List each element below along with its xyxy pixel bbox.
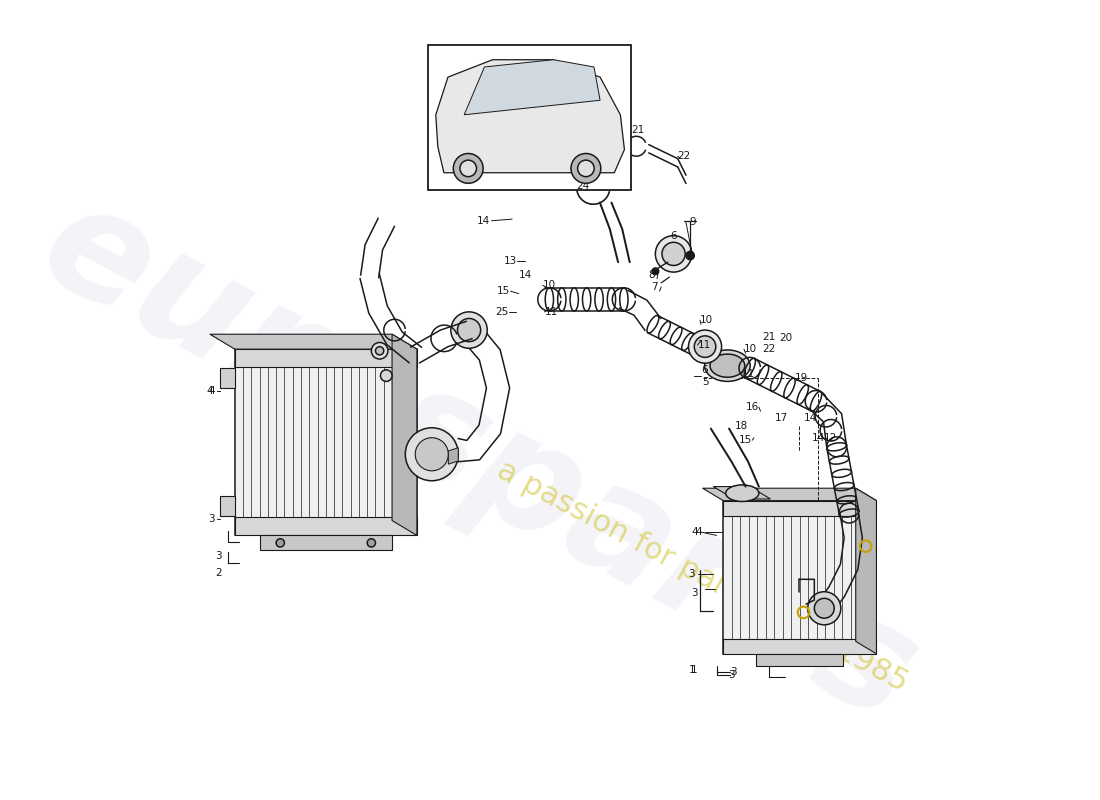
Text: 4: 4 [695, 527, 702, 537]
Polygon shape [713, 486, 770, 499]
Bar [428, 46, 630, 190]
Polygon shape [464, 60, 601, 114]
Polygon shape [220, 368, 234, 388]
Text: 15: 15 [739, 435, 752, 445]
Polygon shape [724, 501, 877, 654]
Text: 14: 14 [476, 216, 490, 226]
Text: 21: 21 [631, 125, 645, 134]
Text: 10: 10 [700, 315, 713, 325]
Circle shape [415, 438, 449, 471]
Ellipse shape [705, 350, 750, 382]
Text: 22: 22 [762, 344, 776, 354]
Circle shape [686, 251, 694, 260]
Circle shape [571, 154, 601, 183]
Text: 1: 1 [691, 666, 697, 675]
Text: 9: 9 [690, 218, 696, 227]
Text: 18: 18 [735, 421, 748, 431]
Text: 11: 11 [544, 307, 558, 317]
Text: 24: 24 [559, 131, 573, 142]
Polygon shape [856, 488, 877, 654]
Circle shape [662, 242, 685, 266]
Polygon shape [703, 488, 877, 501]
Text: 4: 4 [691, 527, 697, 537]
Text: 17: 17 [774, 413, 788, 423]
Polygon shape [260, 535, 392, 550]
Circle shape [694, 336, 716, 358]
Polygon shape [210, 334, 417, 349]
Text: 4: 4 [207, 386, 213, 395]
Text: 14: 14 [519, 270, 532, 281]
Polygon shape [392, 334, 417, 535]
Circle shape [807, 592, 840, 625]
Circle shape [372, 342, 388, 359]
Text: eurospares: eurospares [18, 168, 940, 754]
Text: 11: 11 [697, 340, 711, 350]
Text: 21: 21 [762, 332, 776, 342]
Polygon shape [234, 349, 417, 535]
Circle shape [276, 538, 285, 547]
Polygon shape [724, 501, 877, 515]
Text: 3: 3 [728, 670, 735, 679]
Polygon shape [234, 349, 417, 367]
Polygon shape [234, 517, 417, 535]
Text: 24: 24 [576, 181, 590, 191]
Circle shape [375, 346, 384, 355]
Text: 2: 2 [214, 568, 221, 578]
Text: 3: 3 [691, 587, 697, 598]
Circle shape [451, 312, 487, 348]
Circle shape [814, 598, 834, 618]
Ellipse shape [710, 354, 745, 378]
Polygon shape [449, 448, 459, 464]
Text: 16: 16 [746, 402, 759, 412]
Ellipse shape [726, 485, 759, 502]
Text: 4: 4 [208, 386, 214, 395]
Text: 5: 5 [702, 378, 708, 387]
Circle shape [460, 160, 476, 177]
Text: 3: 3 [208, 514, 214, 524]
Circle shape [405, 428, 459, 481]
Polygon shape [724, 639, 877, 654]
Polygon shape [436, 60, 625, 173]
Text: 10: 10 [744, 344, 757, 354]
Text: 22: 22 [678, 151, 691, 161]
Text: 23: 23 [601, 129, 614, 139]
Circle shape [367, 538, 375, 547]
Text: 15: 15 [497, 286, 510, 296]
Circle shape [652, 268, 659, 274]
Text: a passion for parts since 1985: a passion for parts since 1985 [492, 456, 913, 698]
Circle shape [381, 370, 392, 382]
Text: 19: 19 [795, 373, 808, 383]
Text: 25: 25 [496, 307, 509, 317]
Circle shape [458, 318, 481, 342]
Text: 14: 14 [812, 433, 825, 442]
Circle shape [453, 154, 483, 183]
Text: 3: 3 [214, 551, 221, 561]
Polygon shape [220, 497, 234, 516]
Text: 6: 6 [702, 365, 708, 375]
Text: 6: 6 [670, 230, 676, 241]
Circle shape [656, 236, 692, 272]
Text: 10: 10 [542, 280, 556, 290]
Text: 14: 14 [804, 413, 817, 423]
Text: 8: 8 [648, 270, 654, 279]
Circle shape [689, 330, 722, 363]
Text: 7: 7 [651, 282, 658, 292]
Text: 1: 1 [689, 666, 695, 675]
Circle shape [578, 160, 594, 177]
Text: 13: 13 [504, 255, 517, 266]
Text: 11: 11 [741, 369, 755, 379]
Text: 3: 3 [689, 569, 695, 579]
Text: 20: 20 [779, 334, 792, 343]
Polygon shape [757, 654, 844, 666]
Text: 12: 12 [824, 433, 837, 442]
Text: 3: 3 [730, 667, 737, 677]
